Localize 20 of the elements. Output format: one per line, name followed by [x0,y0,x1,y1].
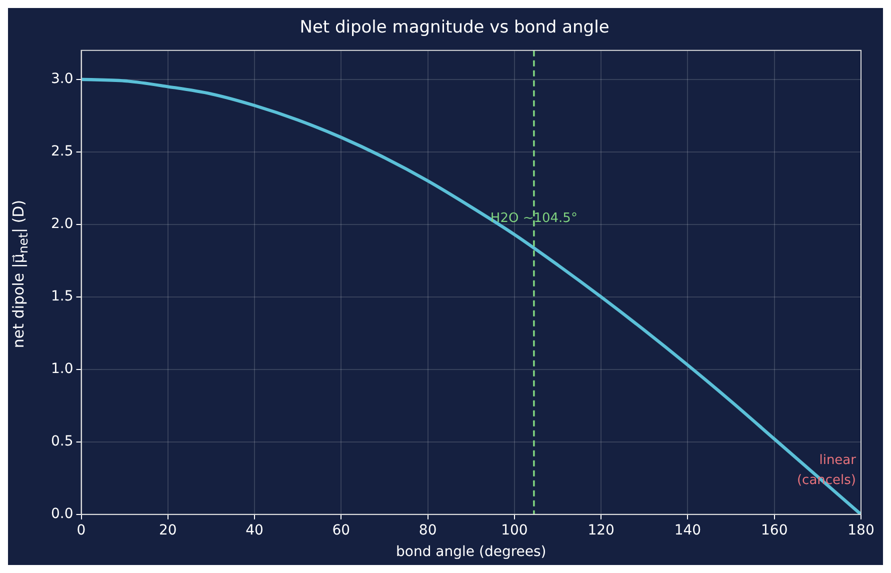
x-axis-title: bond angle (degrees) [396,544,546,560]
chart-title: Net dipole magnitude vs bond angle [300,18,610,38]
y-tick-label: 1.5 [51,288,74,305]
x-tick-label: 100 [501,522,528,538]
x-tick-label: 120 [588,522,614,538]
ref-line-label: H2O ~104.5° [490,210,578,226]
y-tick-label: 2.5 [51,144,74,160]
x-tick-label: 180 [848,522,874,538]
x-tick-label: 160 [760,522,788,538]
x-tick-label: 40 [246,522,264,538]
x-tick-label: 0 [76,522,86,538]
x-tick-label: 140 [674,522,702,538]
y-tick-label: 1.0 [51,361,74,378]
y-tick-label: 2.0 [51,216,74,232]
y-tick-label: 0.5 [51,434,74,450]
y-tick-label: 3.0 [51,71,74,88]
x-tick-label: 20 [158,522,177,538]
x-tick-label: 80 [418,522,437,538]
y-tick-label: 0.0 [51,506,74,522]
x-tick-label: 60 [332,522,350,538]
